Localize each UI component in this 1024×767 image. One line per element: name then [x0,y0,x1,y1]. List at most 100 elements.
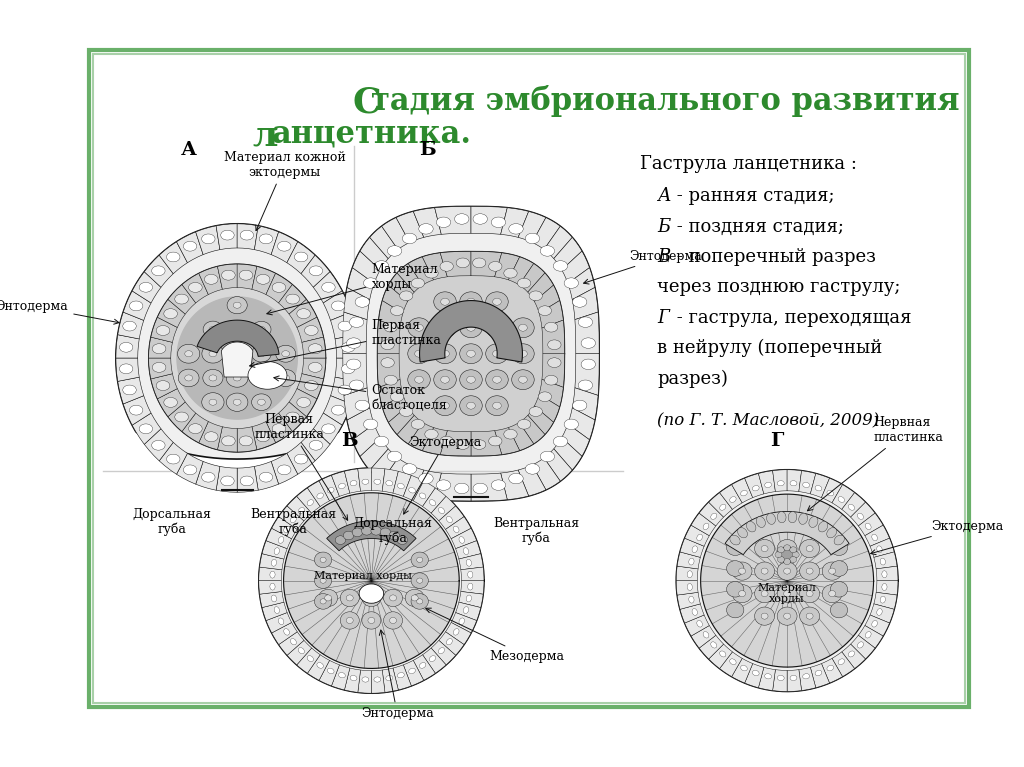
Polygon shape [397,264,423,292]
Polygon shape [434,473,471,501]
Polygon shape [159,443,187,474]
Ellipse shape [472,439,485,449]
Ellipse shape [346,337,360,348]
Ellipse shape [826,528,837,538]
Polygon shape [471,206,507,235]
Text: Первая
пластинка: Первая пластинка [250,319,441,367]
Polygon shape [572,288,598,320]
Polygon shape [445,623,471,644]
Polygon shape [360,237,388,270]
Ellipse shape [468,583,473,590]
Ellipse shape [492,480,506,490]
Text: А: А [657,187,671,206]
Ellipse shape [384,589,402,607]
Polygon shape [732,658,753,683]
Ellipse shape [402,464,417,474]
Ellipse shape [822,584,842,603]
Polygon shape [148,358,172,379]
Polygon shape [445,517,471,538]
Polygon shape [297,648,321,673]
Ellipse shape [581,337,596,348]
Ellipse shape [545,375,558,385]
Ellipse shape [412,420,425,429]
Ellipse shape [271,595,276,602]
Ellipse shape [777,481,784,486]
Ellipse shape [738,591,745,597]
Text: - гаструла, переходящая: - гаструла, переходящая [671,308,911,327]
Ellipse shape [696,621,702,627]
Ellipse shape [361,479,369,484]
Text: Энтодерма: Энтодерма [584,250,702,284]
Ellipse shape [256,432,270,442]
Ellipse shape [493,324,502,331]
Polygon shape [123,291,152,321]
Ellipse shape [278,465,291,475]
Polygon shape [396,212,424,242]
Polygon shape [461,581,484,594]
Polygon shape [773,670,787,692]
Polygon shape [260,554,284,570]
Ellipse shape [419,473,433,484]
Ellipse shape [152,266,165,275]
Polygon shape [259,581,282,594]
Polygon shape [287,496,311,521]
Ellipse shape [257,375,265,381]
Polygon shape [873,592,897,609]
Polygon shape [865,615,890,636]
Text: - ранняя стадия;: - ранняя стадия; [671,187,835,206]
Ellipse shape [460,396,482,416]
Text: Нервная
пластинка: Нервная пластинка [808,416,943,511]
Polygon shape [877,566,898,581]
Ellipse shape [485,291,508,311]
Ellipse shape [384,612,402,629]
Polygon shape [324,291,351,321]
Ellipse shape [308,363,322,372]
Polygon shape [344,469,360,493]
Polygon shape [182,413,208,443]
Ellipse shape [467,351,475,357]
Ellipse shape [233,375,241,381]
Ellipse shape [488,262,502,272]
Polygon shape [720,652,742,676]
Ellipse shape [374,677,381,682]
Ellipse shape [791,481,797,486]
Ellipse shape [226,393,248,412]
Ellipse shape [463,548,469,555]
Ellipse shape [361,677,369,682]
Polygon shape [297,374,324,399]
Text: л: л [253,118,279,152]
Polygon shape [572,388,598,420]
Polygon shape [568,408,595,439]
Ellipse shape [240,436,253,446]
Polygon shape [313,272,342,303]
Polygon shape [370,226,398,258]
Ellipse shape [788,512,797,523]
Ellipse shape [270,571,275,578]
Ellipse shape [434,344,457,364]
Ellipse shape [467,402,475,409]
Polygon shape [574,312,599,354]
Polygon shape [176,232,203,263]
Polygon shape [680,604,705,623]
Polygon shape [279,285,306,314]
Ellipse shape [828,591,836,597]
Ellipse shape [341,342,355,352]
Ellipse shape [364,278,378,288]
Ellipse shape [409,668,416,673]
Ellipse shape [525,233,540,244]
Ellipse shape [274,607,280,614]
Ellipse shape [827,490,834,496]
Polygon shape [271,232,298,263]
Ellipse shape [205,275,218,285]
Ellipse shape [765,673,771,679]
Ellipse shape [564,419,579,430]
Polygon shape [508,257,534,285]
Polygon shape [842,644,865,669]
Ellipse shape [485,396,508,416]
Ellipse shape [399,407,413,416]
Polygon shape [279,402,306,432]
Ellipse shape [291,516,296,522]
Ellipse shape [167,454,180,464]
Polygon shape [132,272,161,303]
Ellipse shape [294,252,308,262]
